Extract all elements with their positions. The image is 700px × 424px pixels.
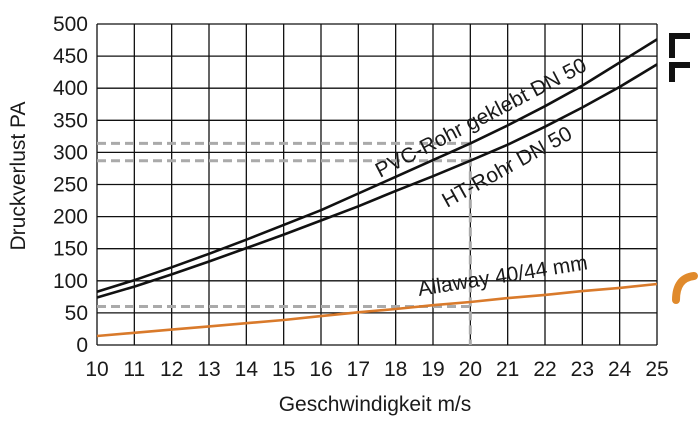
x-tick-label: 20 (459, 358, 482, 381)
x-tick-label: 19 (421, 358, 444, 381)
y-axis-label: Druckverlust PA (7, 102, 30, 251)
series-line-1 (96, 63, 658, 299)
y-tick-label: 50 (65, 302, 88, 325)
x-tick-label: 17 (347, 358, 370, 381)
x-tick-label: 15 (272, 358, 295, 381)
y-tick-labels: 0 50 100 150 200 250 300 350 400 450 500 (53, 13, 88, 357)
series-line-2 (96, 282, 658, 338)
x-tick-label: 25 (645, 358, 668, 381)
x-tick-label: 16 (309, 358, 332, 381)
y-tick-label: 450 (53, 45, 88, 68)
pipe-bend-icon (669, 33, 690, 58)
y-tick-label: 500 (53, 13, 88, 36)
y-tick-label: 0 (76, 334, 88, 357)
pipe-bend-icon (669, 62, 690, 82)
x-axis-label: Geschwindigkeit m/s (279, 393, 472, 416)
y-tick-label: 150 (53, 238, 88, 261)
y-tick-label: 400 (53, 77, 88, 100)
y-tick-label: 250 (53, 174, 88, 197)
x-tick-label: 21 (496, 358, 519, 381)
series-line-0 (96, 38, 658, 293)
y-tick-label: 200 (53, 206, 88, 229)
y-tick-label: 300 (53, 141, 88, 164)
x-tick-label: 24 (608, 358, 632, 381)
x-tick-label: 12 (160, 358, 183, 381)
pipe-bend-icon (672, 272, 698, 304)
x-tick-label: 22 (533, 358, 556, 381)
x-tick-label: 10 (85, 358, 108, 381)
x-tick-label: 13 (197, 358, 220, 381)
x-tick-labels: 10 11 12 13 14 15 16 17 18 19 20 21 22 23 24 25 (85, 358, 668, 381)
y-tick-label: 100 (53, 270, 88, 293)
series-lines (96, 38, 658, 338)
y-tick-label: 350 (53, 109, 88, 132)
series-label-pvc: PVC-Rohr geklebt DN 50 (372, 54, 591, 183)
x-tick-label: 11 (123, 358, 145, 381)
x-tick-label: 18 (384, 358, 407, 381)
x-tick-label: 23 (571, 358, 594, 381)
x-tick-label: 14 (235, 358, 259, 381)
